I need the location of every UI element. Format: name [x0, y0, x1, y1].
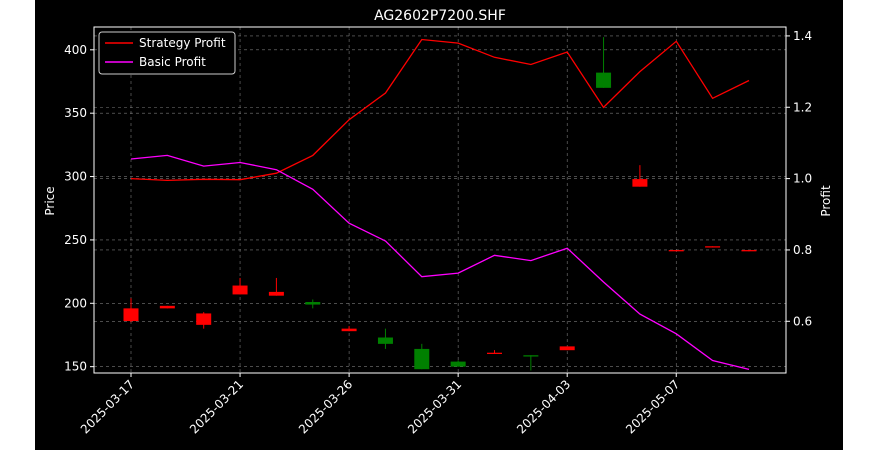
- candle-body-10: [487, 352, 502, 354]
- legend-label-basic-profit: Basic Profit: [139, 55, 206, 69]
- candle-3: [232, 277, 248, 295]
- series-line-strategy-profit: [130, 38, 750, 182]
- left-tick-label-2: 250: [64, 233, 87, 247]
- candle-17: [741, 250, 757, 252]
- candle-body-4: [268, 291, 284, 296]
- right-y-axis: 0.6 0.8 1.0 1.2 1.4: [786, 29, 812, 328]
- left-tick-label-4: 350: [64, 106, 87, 120]
- candle-10: [487, 350, 502, 354]
- candle-body-16: [705, 246, 721, 248]
- candle-9: [450, 360, 466, 367]
- left-y-axis: 150 200 250 300 350 400: [64, 43, 94, 374]
- candle-0: [123, 298, 139, 323]
- right-axis-label: Profit: [819, 185, 833, 217]
- profit-lines: [130, 38, 750, 371]
- candle-body-2: [196, 313, 212, 325]
- legend-label-strategy-profit: Strategy Profit: [139, 36, 226, 50]
- right-tick-label-3: 1.2: [793, 100, 812, 114]
- candle-13: [596, 37, 612, 88]
- candle-body-11: [523, 355, 539, 357]
- candle-7: [377, 328, 393, 349]
- chart-title: AG2602P7200.SHF: [374, 8, 506, 24]
- candle-body-12: [559, 346, 575, 351]
- candle-body-17: [741, 250, 757, 252]
- candle-body-7: [377, 337, 393, 344]
- figure-background: [35, 0, 843, 450]
- candle-body-15: [668, 250, 684, 252]
- candle-body-3: [232, 285, 248, 295]
- candle-body-1: [159, 305, 175, 309]
- candle-14: [632, 165, 648, 187]
- right-tick-label-2: 1.0: [793, 172, 812, 186]
- candle-body-5: [305, 302, 321, 305]
- right-tick-label-4: 1.4: [793, 29, 812, 43]
- left-tick-label-3: 300: [64, 170, 87, 184]
- candle-1: [159, 305, 175, 309]
- right-tick-label-1: 0.8: [793, 243, 812, 257]
- candle-11: [523, 355, 539, 371]
- plot-frame: [93, 26, 787, 374]
- candle-16: [705, 246, 721, 248]
- candle-8: [414, 343, 430, 370]
- candle-body-13: [596, 72, 612, 88]
- left-tick-label-0: 150: [64, 360, 87, 374]
- candle-body-6: [341, 328, 357, 332]
- candlestick-series: [123, 37, 757, 371]
- candle-body-0: [123, 308, 139, 322]
- candle-body-9: [450, 361, 466, 367]
- left-tick-label-1: 200: [64, 296, 87, 310]
- candle-body-8: [414, 348, 430, 370]
- candle-4: [268, 277, 284, 296]
- left-axis-label: Price: [43, 186, 57, 215]
- left-tick-label-5: 400: [64, 43, 87, 57]
- candle-12: [559, 346, 575, 351]
- legend: Strategy Profit Basic Profit: [98, 31, 236, 75]
- candle-5: [305, 299, 321, 309]
- series-line-basic-profit: [130, 154, 750, 371]
- right-tick-label-0: 0.6: [793, 314, 812, 328]
- candle-15: [668, 250, 684, 252]
- candle-6: [341, 326, 357, 332]
- candle-body-14: [632, 179, 648, 187]
- candle-2: [196, 312, 212, 329]
